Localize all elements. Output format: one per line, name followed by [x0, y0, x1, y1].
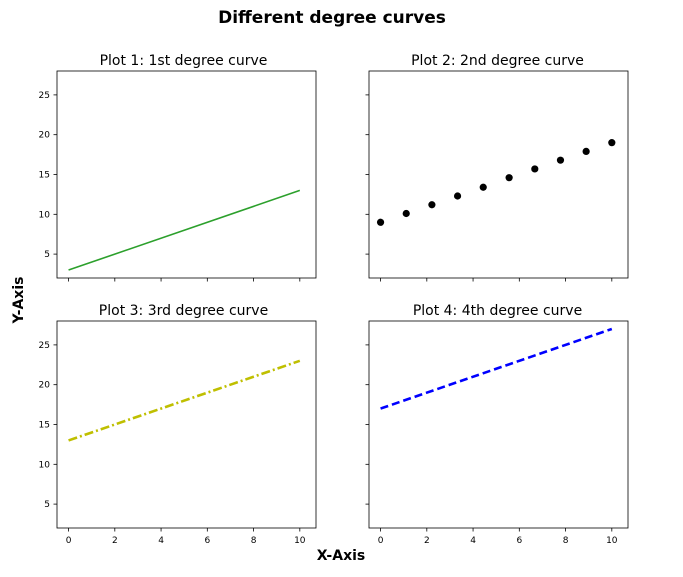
figure-title: Different degree curves [218, 8, 446, 28]
plot-1-title: Plot 1: 1st degree curve [100, 53, 268, 69]
plot-2-data-point [505, 174, 513, 182]
y-axis-label: Y-Axis [11, 277, 27, 325]
plot-4-x-tick-label: 0 [378, 536, 384, 546]
plot-3-x-tick-label: 8 [251, 536, 257, 546]
plot-4-x-tick-label: 4 [470, 536, 476, 546]
plot-2-data-point [479, 183, 487, 191]
plot-3-y-tick-label: 5 [44, 500, 50, 510]
plot-4-panel: Plot 4: 4th degree curve 0 2 4 6 8 10 [365, 303, 629, 546]
plot-3-x-tick-label: 0 [66, 536, 72, 546]
plot-3-y-tick-label: 25 [39, 341, 50, 351]
plot-1-panel: Plot 1: 1st degree curve 5 10 15 20 25 [39, 53, 317, 282]
plot-4-x-tick-label: 10 [606, 536, 618, 546]
plot-2-data-point [428, 201, 436, 209]
plot-2-data-point [608, 139, 616, 147]
plot-4-series-line [380, 327, 613, 410]
plot-3-y-tick-label: 15 [39, 421, 50, 431]
plot-2-data-point [453, 192, 462, 200]
plot-2-axes-frame [368, 70, 629, 279]
plot-3-x-tick-label: 4 [158, 536, 164, 546]
plot-3-x-tick-label: 10 [294, 536, 306, 546]
plot-4-x-tick-label: 6 [516, 536, 522, 546]
plot-1-y-tick-label: 15 [39, 171, 50, 181]
plot-1-y-tick-label: 10 [39, 210, 51, 220]
plot-3-panel: Plot 3: 3rd degree curve 0 2 4 6 8 10 5 10 15 20 2… [39, 303, 317, 546]
plot-3-y-tick-label: 20 [39, 381, 51, 391]
plot-4-x-tick-label: 8 [563, 536, 569, 546]
plot-2-title: Plot 2: 2nd degree curve [411, 53, 584, 69]
plot-3-y-tick-label: 10 [39, 460, 51, 470]
plot-2-data-point [582, 147, 590, 156]
plot-2-data-point [402, 209, 410, 218]
plot-4-x-tick-label: 2 [424, 536, 430, 546]
plot-3-x-tick-label: 2 [112, 536, 118, 546]
plot-1-axes-frame [56, 70, 317, 279]
plot-1-series-line [68, 189, 301, 271]
plot-3-series-line [68, 359, 301, 442]
plot-3-axes-frame [56, 320, 317, 529]
plot-4-title: Plot 4: 4th degree curve [413, 303, 582, 319]
plot-1-y-tick-label: 20 [39, 131, 51, 141]
plot-3-title: Plot 3: 3rd degree curve [99, 303, 268, 319]
plot-2-data-point [531, 165, 539, 173]
plot-4-axes-frame [368, 320, 629, 529]
plot-2-data-point [376, 218, 385, 226]
plot-3-x-tick-label: 6 [204, 536, 210, 546]
plot-1-y-tick-label: 5 [44, 250, 50, 260]
plot-1-y-tick-label: 25 [39, 91, 50, 101]
plot-2-panel: Plot 2: 2nd degree curve [365, 53, 629, 282]
plot-2-data-point [556, 156, 565, 164]
x-axis-label: X-Axis [317, 548, 365, 564]
